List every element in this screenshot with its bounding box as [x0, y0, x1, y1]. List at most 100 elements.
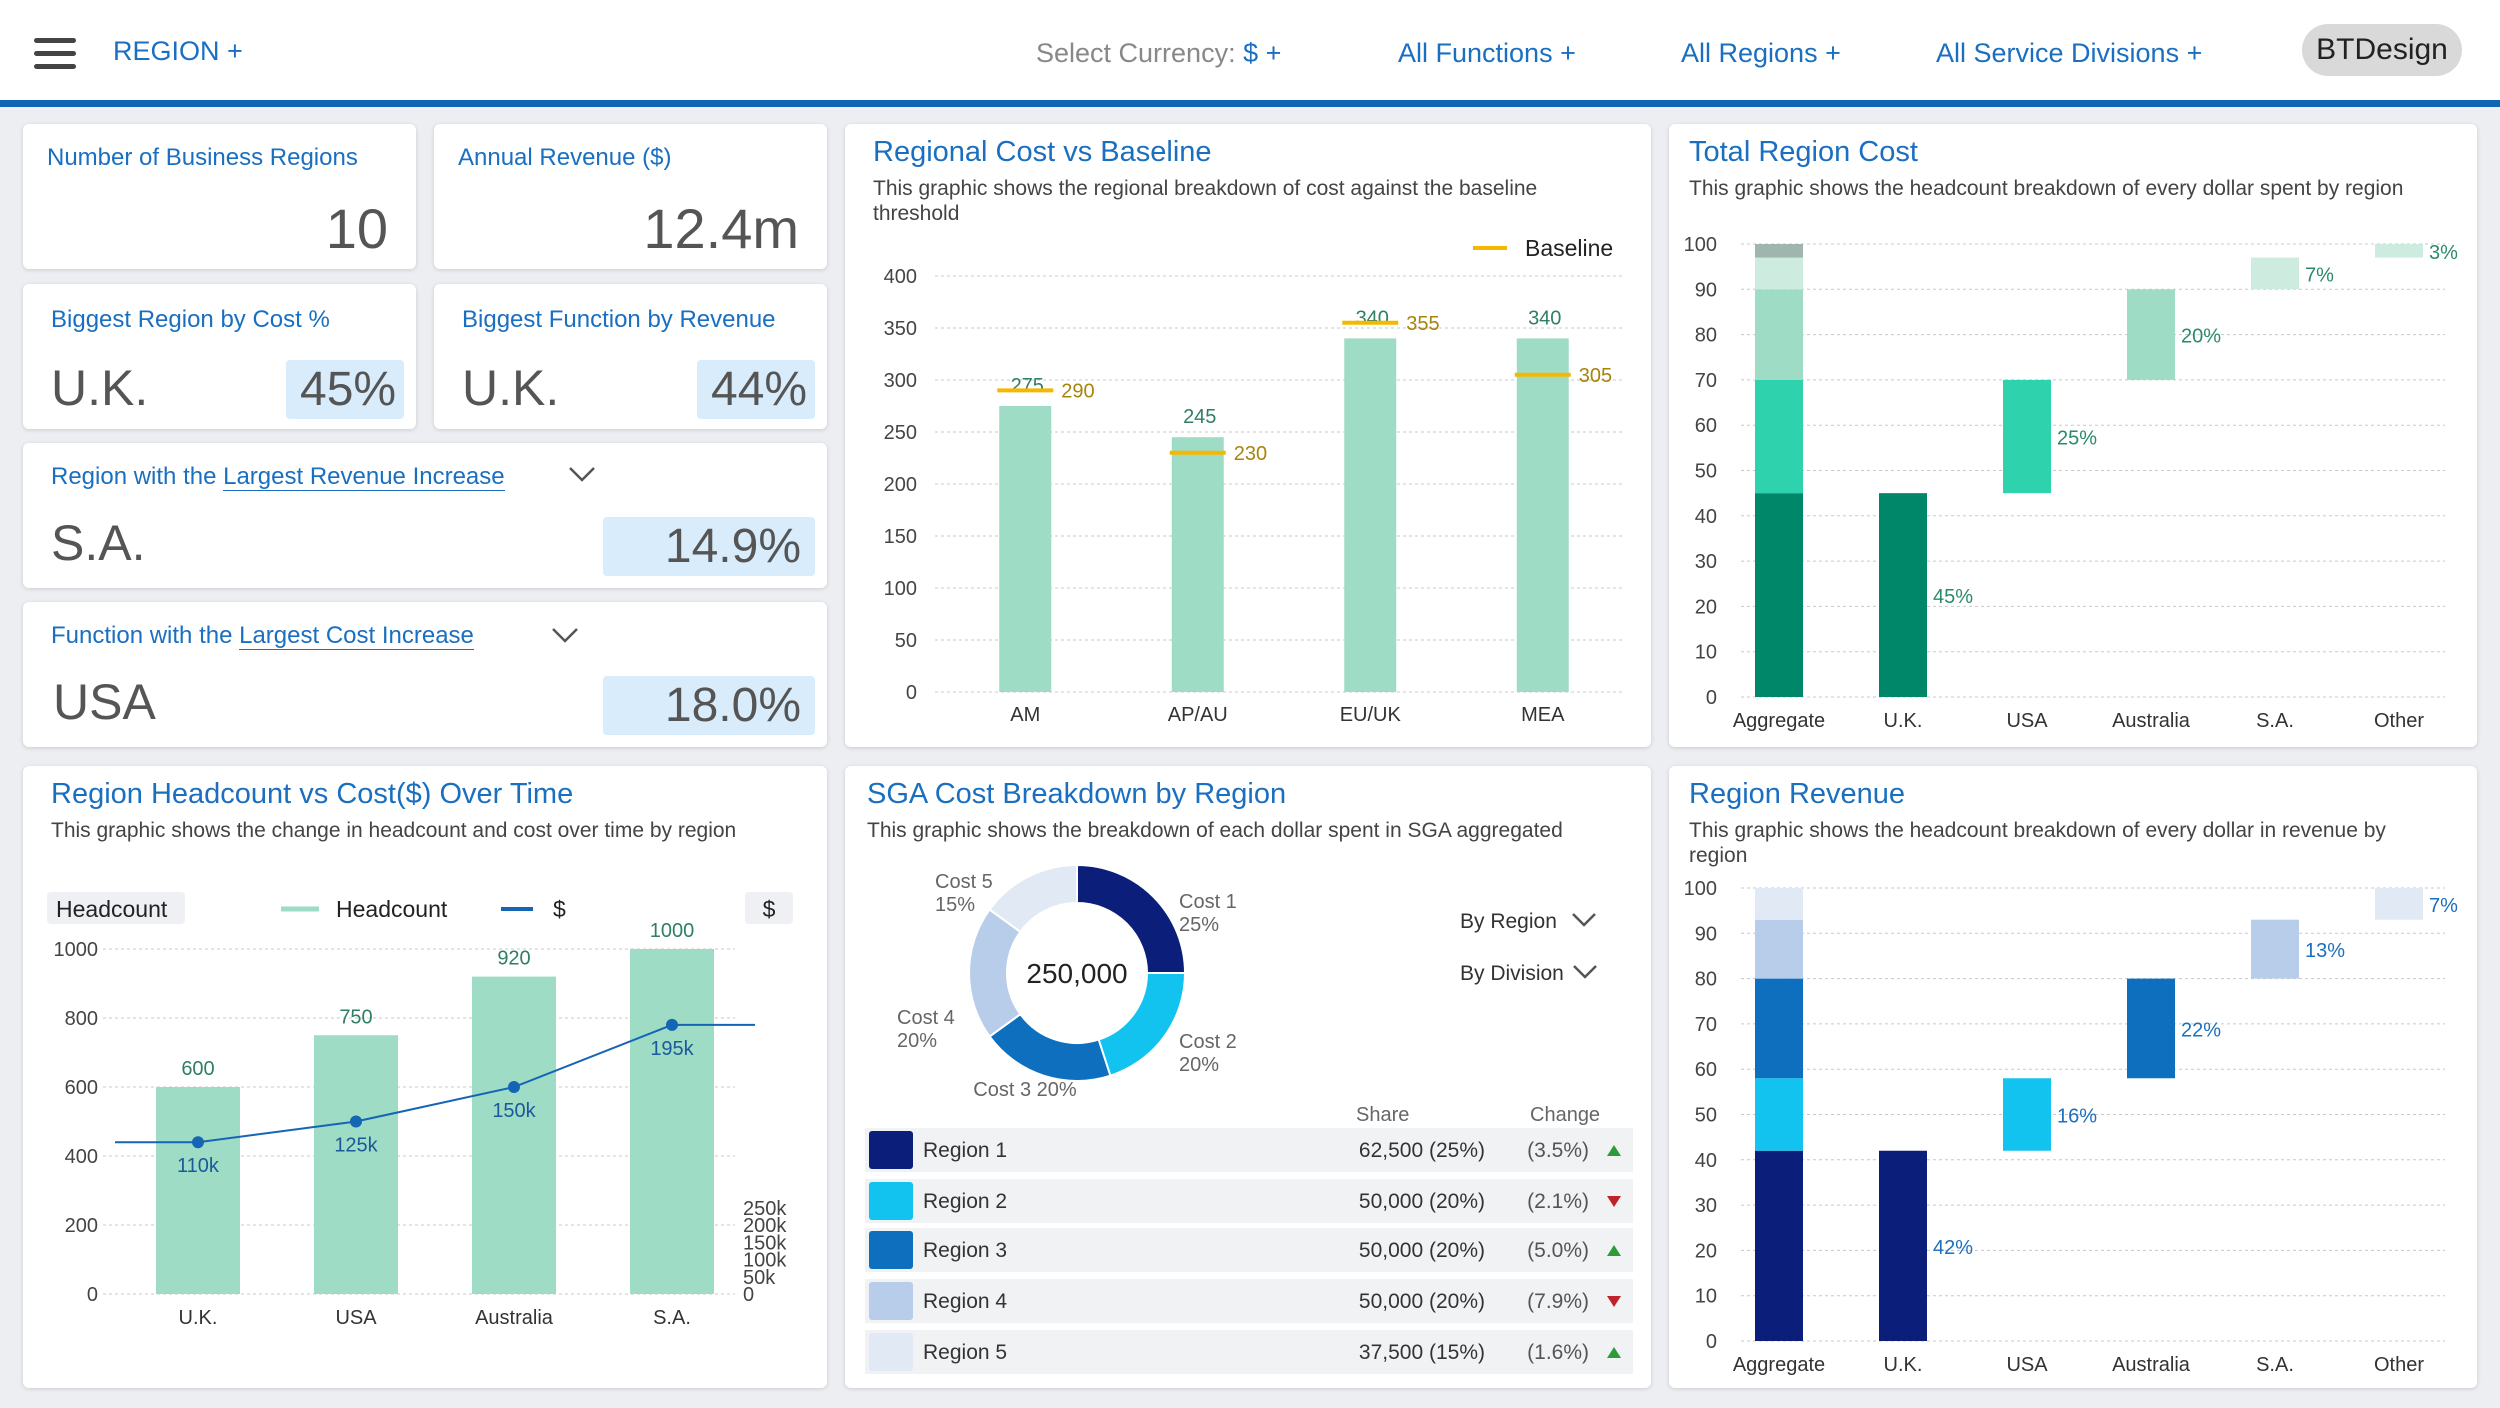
- chevron-down-icon[interactable]: [551, 626, 579, 644]
- slice-label: Cost 2: [1179, 1031, 1237, 1053]
- filter-label: By Region: [1460, 910, 1557, 933]
- kpi-annual-revenue: Annual Revenue ($) 12.4m: [434, 124, 827, 269]
- bar-value-label: 340: [1528, 307, 1561, 329]
- y-tick-label: 250: [884, 422, 917, 444]
- bar-value-label: 245: [1183, 406, 1216, 428]
- row-share: 62,500 (25%): [1358, 1139, 1485, 1162]
- y-tick-label: 70: [1695, 370, 1717, 392]
- chevron-down-icon[interactable]: [1571, 912, 1597, 928]
- row-share: 50,000 (20%): [1358, 1239, 1485, 1262]
- headcount-cost-card: Region Headcount vs Cost($) Over Time Th…: [23, 766, 827, 1388]
- bar-value-label: 45%: [1933, 586, 1973, 608]
- bar-value-label: 920: [497, 948, 530, 970]
- y-tick-label: 30: [1695, 1195, 1717, 1217]
- x-tick-label: AP/AU: [1168, 704, 1228, 726]
- by-region-filter[interactable]: By Region: [1460, 910, 1597, 934]
- kpi-biggest-region-cost: Biggest Region by Cost % U.K. 45%: [23, 284, 416, 429]
- chevron-down-icon[interactable]: [1572, 964, 1598, 980]
- region-menu[interactable]: REGION +: [113, 36, 243, 66]
- table-row[interactable]: Region 1 62,500 (25%) (3.5%): [865, 1128, 1633, 1172]
- kpi-name: U.K.: [462, 360, 560, 416]
- arrow-up-icon: [1607, 1245, 1621, 1256]
- bar-value-label: 3%: [2429, 242, 2458, 264]
- kpi-label: Number of Business Regions: [47, 144, 358, 171]
- row-change: (7.9%): [1527, 1290, 1589, 1313]
- bar-value-label: 13%: [2305, 940, 2345, 962]
- table-row[interactable]: Region 4 50,000 (20%) (7.9%): [865, 1279, 1633, 1323]
- y-tick-label: 0: [906, 682, 917, 704]
- donut-center: [1007, 903, 1147, 1043]
- donut-center-value: 250,000: [1026, 958, 1127, 989]
- x-tick-label: AM: [1010, 704, 1040, 726]
- donut-slice[interactable]: [988, 863, 1078, 934]
- divisions-filter[interactable]: All Service Divisions +: [1936, 38, 2203, 68]
- y-tick-label: 60: [1695, 415, 1717, 437]
- slice-label: Cost 1: [1179, 891, 1237, 913]
- slice-label: Cost 4: [897, 1007, 955, 1029]
- regions-filter[interactable]: All Regions +: [1681, 38, 1841, 68]
- kpi-label-link[interactable]: Largest Cost Increase: [239, 622, 474, 650]
- row-color-swatch: [869, 1333, 913, 1371]
- y-tick-label: 70: [1695, 1014, 1717, 1036]
- baseline-value-label: 305: [1579, 365, 1612, 387]
- kpi-name: S.A.: [51, 515, 146, 571]
- bar: [2127, 978, 2175, 1079]
- kpi-label-link[interactable]: Largest Revenue Increase: [223, 463, 505, 491]
- kpi-label: Annual Revenue ($): [458, 144, 672, 171]
- slice-percent: 20%: [897, 1030, 937, 1052]
- row-name: Region 3: [923, 1239, 1008, 1262]
- y-tick-label: 40: [1695, 506, 1717, 528]
- kpi-value: 12.4m: [643, 197, 799, 260]
- card-title: Region Headcount vs Cost($) Over Time: [51, 778, 574, 810]
- table-row[interactable]: Region 3 50,000 (20%) (5.0%): [865, 1228, 1633, 1272]
- kpi-label-prefix: Region with the: [51, 463, 224, 490]
- row-name: Region 2: [923, 1190, 1008, 1213]
- kpi-value: 44%: [697, 360, 815, 419]
- currency-select[interactable]: Select Currency: $ +: [1036, 38, 1281, 69]
- share-header: Share: [1356, 1104, 1410, 1126]
- y-tick-label: 100: [1684, 234, 1717, 256]
- legend-headcount-label: Headcount: [336, 896, 448, 922]
- row-color-swatch: [869, 1131, 913, 1169]
- y-tick-label: 50: [895, 630, 917, 652]
- chevron-down-icon[interactable]: [568, 465, 596, 483]
- bar: [1879, 1150, 1927, 1341]
- x-tick-label: Aggregate: [1733, 1354, 1825, 1376]
- brand-logo[interactable]: BTDesign: [2302, 24, 2462, 76]
- arrow-up-icon: [1607, 1145, 1621, 1156]
- stacked-segment: [1755, 888, 1803, 920]
- functions-filter[interactable]: All Functions +: [1398, 38, 1576, 68]
- sga-cost-card: SGA Cost Breakdown by Region This graphi…: [845, 766, 1651, 1388]
- slice-percent: 20%: [1179, 1054, 1219, 1076]
- arrow-up-icon: [1607, 1347, 1621, 1358]
- y-tick-label: 30: [1695, 551, 1717, 573]
- menu-icon[interactable]: [34, 38, 76, 69]
- x-tick-label: Australia: [2112, 1354, 2191, 1376]
- region-revenue-chart: 0 10 20 30 40 50 60 70 80 90 100 Aggregate 42% U.K. 16…: [1684, 878, 2458, 1376]
- regional-cost-chart: 0 50 100 150 200 250 300 350 400 Baseline 275 290 AM…: [884, 235, 1625, 726]
- y-tick-label: 600: [65, 1077, 98, 1099]
- row-change: (3.5%): [1527, 1139, 1589, 1162]
- cost-line: [115, 1023, 755, 1144]
- currency-value[interactable]: $ +: [1243, 38, 1282, 68]
- slice-percent: 15%: [935, 894, 975, 916]
- table-row[interactable]: Region 2 50,000 (20%) (2.1%): [865, 1179, 1633, 1223]
- cost-point-label: 110k: [177, 1155, 220, 1177]
- y2-tick-label: 150k: [743, 1232, 787, 1254]
- cost-point: [666, 1018, 678, 1031]
- stacked-segment: [1755, 289, 1803, 380]
- bar: [1516, 338, 1569, 692]
- bar: [2375, 888, 2423, 920]
- region-revenue-card: Region Revenue This graphic shows the he…: [1669, 766, 2477, 1388]
- x-tick-label: Australia: [2112, 710, 2191, 732]
- bar: [1344, 338, 1397, 692]
- cost-point: [508, 1081, 520, 1093]
- by-division-filter[interactable]: By Division: [1460, 962, 1598, 986]
- table-row[interactable]: Region 5 37,500 (15%) (1.6%): [865, 1330, 1633, 1374]
- card-subtitle: This graphic shows the change in headcou…: [51, 819, 737, 842]
- total-region-cost-chart: 0 10 20 30 40 50 60 70 80 90 100 Aggregate 45% U.K. 25…: [1684, 234, 2458, 732]
- bar: [472, 976, 556, 1294]
- card-title: Regional Cost vs Baseline: [873, 136, 1212, 168]
- card-title: Region Revenue: [1689, 778, 1906, 810]
- x-tick-label: U.K.: [179, 1307, 218, 1329]
